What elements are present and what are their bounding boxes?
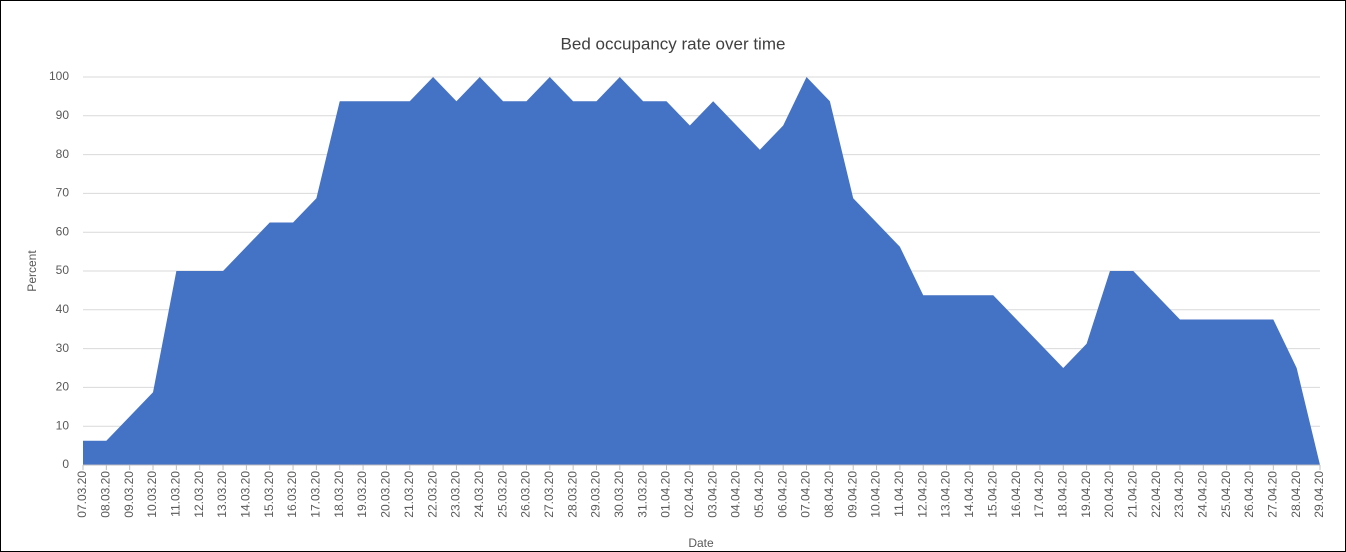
x-tick-label: 11.04.20 <box>892 471 906 517</box>
x-tick-label: 16.04.20 <box>1009 471 1023 518</box>
x-tick-label: 14.04.20 <box>962 471 976 518</box>
x-tick-label: 15.04.20 <box>985 471 999 518</box>
x-tick-label: 17.03.20 <box>309 471 323 518</box>
x-tick-label: 28.04.20 <box>1289 471 1303 518</box>
x-tick-label: 26.03.20 <box>519 471 533 518</box>
x-tick-label: 10.03.20 <box>145 471 159 518</box>
y-axis-label: Percent <box>25 250 39 292</box>
y-tick-label: 90 <box>56 108 70 122</box>
x-tick-label: 03.04.20 <box>705 471 719 518</box>
x-tick-label: 13.04.20 <box>939 471 953 518</box>
x-tick-label: 12.04.20 <box>915 471 929 518</box>
x-tick-label: 31.03.20 <box>635 471 649 518</box>
x-tick-label: 19.03.20 <box>355 471 369 518</box>
x-tick-label: 06.04.20 <box>775 471 789 518</box>
x-tick-label: 27.03.20 <box>542 471 556 518</box>
x-tick-label: 09.03.20 <box>122 471 136 518</box>
x-tick-label: 21.03.20 <box>402 471 416 518</box>
x-tick-label: 29.04.20 <box>1312 471 1326 518</box>
x-tick-label: 11.03.20 <box>169 471 183 517</box>
x-tick-label: 24.03.20 <box>472 471 486 518</box>
x-tick-label: 21.04.20 <box>1125 471 1139 518</box>
y-tick-label: 30 <box>56 341 70 355</box>
x-tick-label: 24.04.20 <box>1195 471 1209 518</box>
x-tick-label: 28.03.20 <box>565 471 579 518</box>
x-tick-label: 20.03.20 <box>379 471 393 518</box>
x-tick-label: 23.03.20 <box>449 471 463 518</box>
chart-title: Bed occupancy rate over time <box>561 34 786 53</box>
y-tick-label: 10 <box>56 418 70 432</box>
y-tick-label: 40 <box>56 302 70 316</box>
x-tick-label: 04.04.20 <box>729 471 743 518</box>
x-tick-label: 07.03.20 <box>75 471 89 518</box>
x-tick-label: 10.04.20 <box>869 471 883 518</box>
x-tick-label: 05.04.20 <box>752 471 766 518</box>
x-tick-label: 18.04.20 <box>1055 471 1069 518</box>
x-tick-label: 09.04.20 <box>845 471 859 518</box>
y-tick-label: 50 <box>56 263 70 277</box>
x-tick-label: 29.03.20 <box>589 471 603 518</box>
y-tick-label: 20 <box>56 380 70 394</box>
x-tick-label: 25.03.20 <box>495 471 509 518</box>
area <box>83 77 1320 465</box>
y-tick-label: 80 <box>56 147 70 161</box>
x-tick-label: 30.03.20 <box>612 471 626 518</box>
x-tick-label: 08.03.20 <box>99 471 113 518</box>
x-tick-label: 27.04.20 <box>1265 471 1279 518</box>
x-tick-label: 25.04.20 <box>1219 471 1233 518</box>
y-tick-label: 0 <box>62 457 69 471</box>
x-tick-label: 19.04.20 <box>1079 471 1093 518</box>
x-tick-label: 22.04.20 <box>1149 471 1163 518</box>
x-tick-label: 02.04.20 <box>682 471 696 518</box>
x-tick-label: 16.03.20 <box>285 471 299 518</box>
x-tick-label: 20.04.20 <box>1102 471 1116 518</box>
x-tick-label: 08.04.20 <box>822 471 836 518</box>
x-tick-label: 07.04.20 <box>799 471 813 518</box>
y-tick-label: 70 <box>56 186 70 200</box>
x-tick-label: 15.03.20 <box>262 471 276 518</box>
x-tick-label: 14.03.20 <box>239 471 253 518</box>
x-tick-label: 22.03.20 <box>425 471 439 518</box>
y-tick-label: 100 <box>49 69 69 83</box>
x-tick-label: 13.03.20 <box>215 471 229 518</box>
x-tick-label: 26.04.20 <box>1242 471 1256 518</box>
x-axis-label: Date <box>688 536 714 550</box>
x-tick-label: 01.04.20 <box>659 471 673 518</box>
y-tick-label: 60 <box>56 224 70 238</box>
x-tick-label: 17.04.20 <box>1032 471 1046 518</box>
x-tick-label: 18.03.20 <box>332 471 346 518</box>
x-tick-label: 12.03.20 <box>192 471 206 518</box>
x-tick-label: 23.04.20 <box>1172 471 1186 518</box>
